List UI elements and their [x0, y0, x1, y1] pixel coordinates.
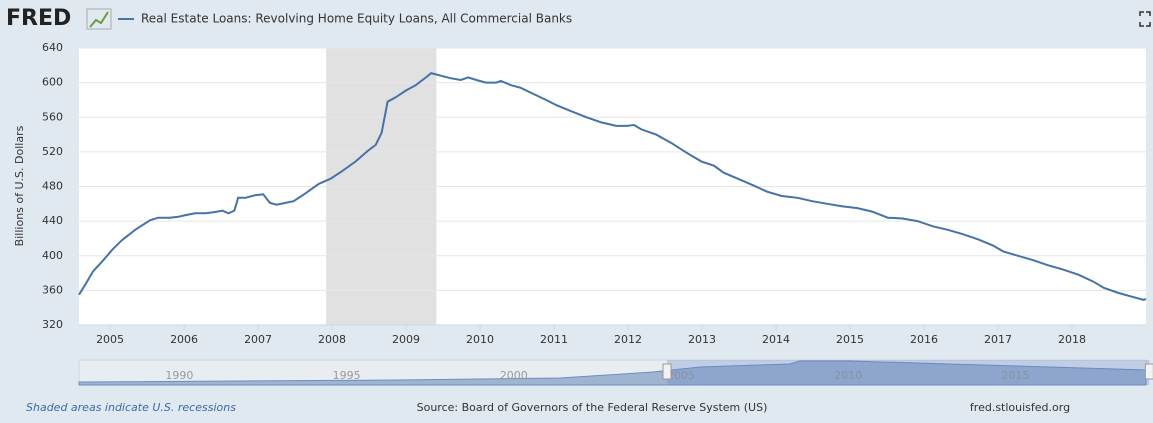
x-tick-label: 2011	[540, 333, 568, 346]
series-line	[78, 71, 1147, 301]
x-tick-label: 2013	[688, 333, 716, 346]
navigator-tick-label: 2010	[834, 369, 862, 382]
y-tick-label: 600	[42, 76, 63, 89]
y-tick-label: 640	[42, 41, 63, 54]
x-tick-label: 2014	[762, 333, 790, 346]
y-tick-label: 400	[42, 249, 63, 262]
x-tick-label: 2017	[984, 333, 1012, 346]
x-tick-label: 2005	[96, 333, 124, 346]
y-axis-label: Billions of U.S. Dollars	[13, 125, 26, 246]
y-tick-label: 360	[42, 283, 63, 296]
recession-note[interactable]: Shaded areas indicate U.S. recessions	[26, 401, 236, 414]
fullscreen-icon[interactable]	[1139, 11, 1151, 27]
logo: FRED	[6, 6, 71, 31]
logo-frame	[86, 8, 112, 30]
x-tick-label: 2009	[392, 333, 420, 346]
x-tick-label: 2018	[1058, 333, 1086, 346]
y-tick-label: 320	[42, 318, 63, 331]
navigator-tick-label: 1990	[165, 369, 193, 382]
legend-label: Real Estate Loans: Revolving Home Equity…	[141, 12, 572, 26]
navigator-tick-label: 1995	[333, 369, 361, 382]
y-tick-label: 560	[42, 110, 63, 123]
navigator-tick-label: 2015	[1002, 369, 1030, 382]
navigator-tick-label: 2005	[667, 369, 695, 382]
y-tick-label: 520	[42, 145, 63, 158]
x-tick-label: 2016	[910, 333, 938, 346]
navigator-handle[interactable]	[1144, 363, 1153, 380]
x-tick-label: 2007	[244, 333, 272, 346]
x-tick-label: 2015	[836, 333, 864, 346]
x-tick-label: 2012	[614, 333, 642, 346]
x-tick-label: 2008	[318, 333, 346, 346]
source: Source: Board of Governors of the Federa…	[417, 401, 768, 414]
x-tick-label: 2006	[170, 333, 198, 346]
logo-icon	[89, 11, 109, 28]
y-tick-label: 480	[42, 180, 63, 193]
navigator-handle[interactable]	[662, 363, 672, 380]
navigator-window	[667, 360, 1150, 385]
y-tick-label: 440	[42, 214, 63, 227]
navigator-tick-label: 2000	[500, 369, 528, 382]
x-tick-label: 2010	[466, 333, 494, 346]
fullscreen-corner[interactable]	[1139, 11, 1151, 27]
url[interactable]: fred.stlouisfed.org	[970, 401, 1070, 414]
navigator-area	[78, 360, 1147, 386]
